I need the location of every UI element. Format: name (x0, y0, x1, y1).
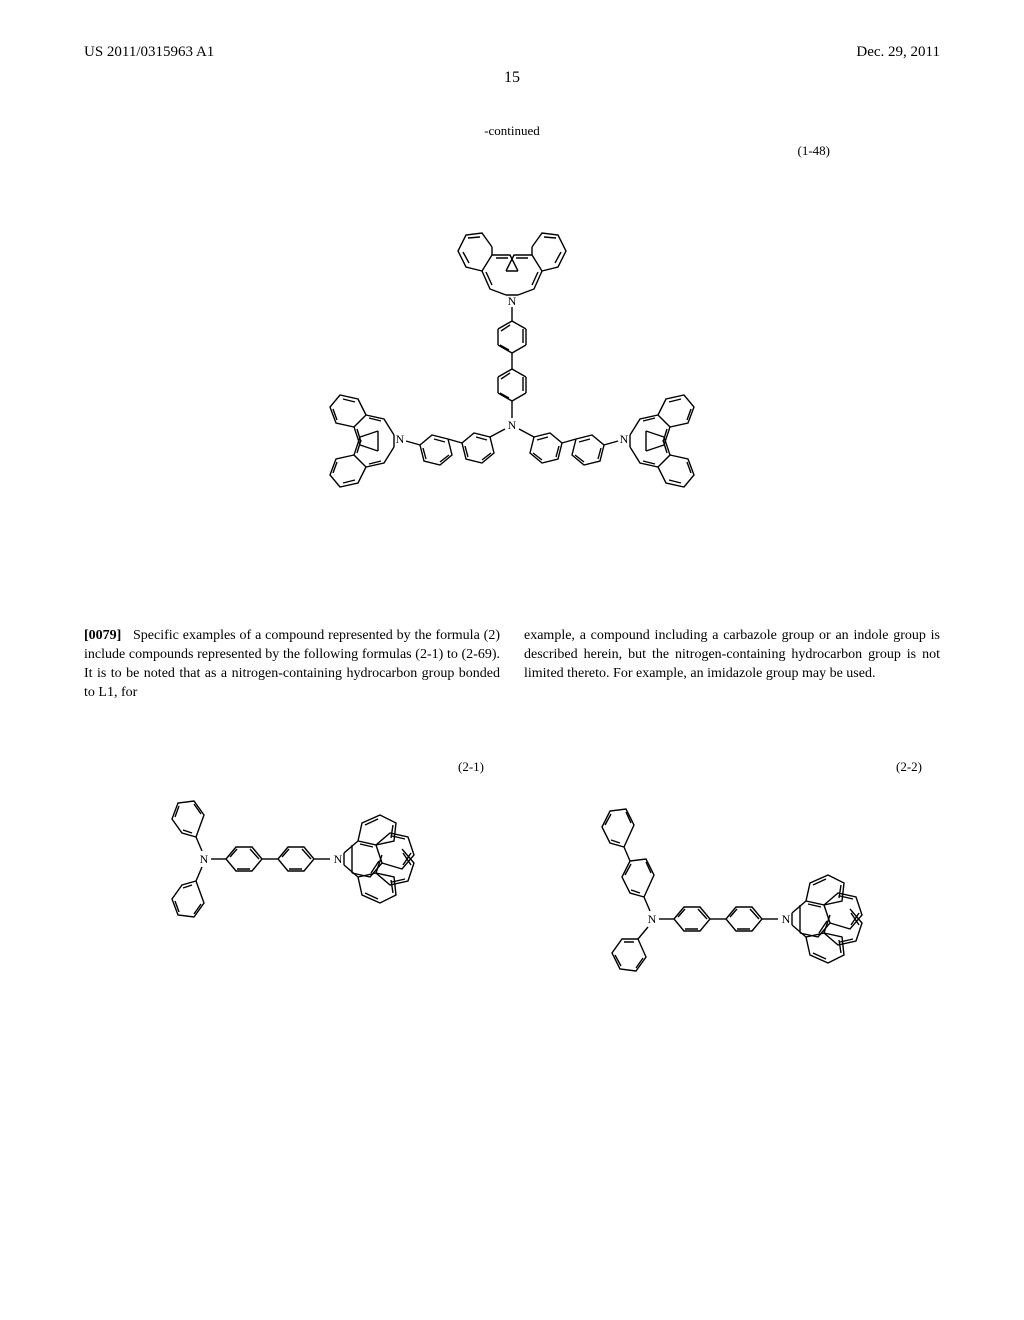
publication-number: US 2011/0315963 A1 (84, 44, 214, 61)
paragraph-text-1: Specific examples of a compound represen… (84, 628, 500, 700)
svg-text:N: N (508, 418, 517, 432)
continued-label: -continued (84, 123, 940, 139)
publication-date: Dec. 29, 2011 (856, 44, 940, 61)
chemical-structure-2-2: (2-2) N N (522, 759, 940, 1019)
formula-label-2-1: (2-1) (458, 759, 484, 775)
svg-text:N: N (782, 912, 791, 926)
svg-text:N: N (648, 912, 657, 926)
svg-text:N: N (200, 852, 209, 866)
paragraph-text-2: example, a compound including a carbazol… (524, 628, 940, 681)
page-number: 15 (84, 69, 940, 87)
svg-text:N: N (334, 852, 343, 866)
svg-text:N: N (508, 294, 517, 308)
paragraph-col2: example, a compound including a carbazol… (524, 627, 940, 703)
paragraph-number: [0079] (84, 628, 121, 643)
paragraph-col1: [0079] Specific examples of a compound r… (84, 627, 500, 703)
svg-text:N: N (396, 432, 405, 446)
chemical-structure-1-48: N N (84, 159, 940, 579)
svg-text:N: N (620, 432, 629, 446)
formula-label-2-2: (2-2) (896, 759, 922, 775)
formula-label-1-48: (1-48) (84, 143, 940, 159)
chemical-structure-2-1: (2-1) N N (84, 759, 502, 959)
